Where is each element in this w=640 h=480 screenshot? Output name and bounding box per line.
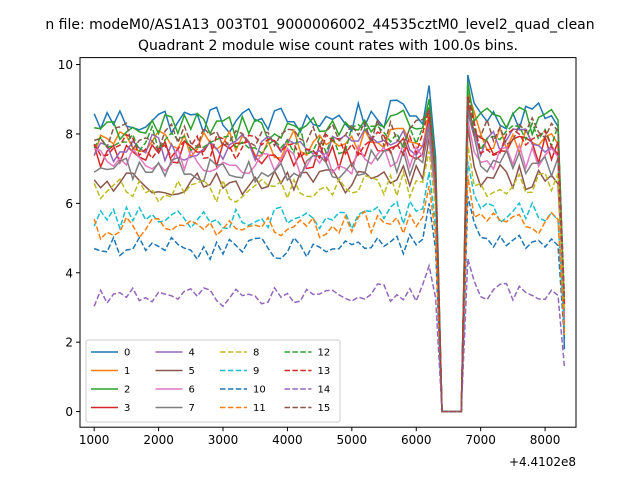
legend-label-15: 15 (318, 403, 331, 414)
plot-series (93, 74, 566, 413)
y-tick-label: 6 (65, 197, 73, 211)
x-tick-label: 2000 (143, 433, 174, 447)
series-line-2 (94, 81, 566, 413)
legend-box (85, 339, 341, 423)
legend-label-7: 7 (189, 403, 195, 414)
y-axis: 0 2 4 6 8 10 (58, 58, 80, 419)
plot-area-frame (79, 57, 577, 428)
chart-title: Quadrant 2 module wise count rates with … (138, 38, 518, 54)
x-tick-label: 3000 (208, 433, 239, 447)
series-line-11 (93, 175, 566, 413)
x-tick-label: 8000 (530, 433, 561, 447)
series-line-9 (93, 161, 566, 413)
series-line-10 (93, 196, 566, 413)
x-tick-label: 4000 (272, 433, 303, 447)
legend-label-2: 2 (124, 385, 130, 396)
x-tick-label: 6000 (401, 433, 432, 447)
legend-label-10: 10 (253, 385, 266, 396)
x-tick-label: 1000 (79, 433, 110, 447)
series-line-7 (93, 112, 566, 413)
figure-suptitle: n file: modeM0/AS1A13_003T01_9000006002_… (45, 17, 594, 33)
series-line-15 (93, 99, 566, 413)
x-offset-label: +4.4102e8 (509, 455, 576, 469)
legend-label-6: 6 (189, 385, 195, 396)
series-line-12 (93, 92, 566, 413)
legend-label-4: 4 (189, 348, 195, 359)
legend-label-8: 8 (253, 348, 259, 359)
x-axis: 1000 2000 3000 4000 5000 6000 7000 8000 (79, 427, 560, 447)
series-line-13 (93, 95, 566, 413)
legend-label-13: 13 (318, 366, 331, 377)
series-line-14 (93, 258, 566, 413)
legend-label-12: 12 (318, 348, 331, 359)
legend-label-14: 14 (318, 385, 331, 396)
legend-label-0: 0 (124, 348, 130, 359)
y-tick-label: 8 (65, 127, 73, 141)
y-tick-label: 4 (65, 266, 73, 280)
y-tick-label: 10 (58, 58, 73, 72)
y-tick-label: 0 (65, 405, 73, 419)
series-line-6 (93, 119, 566, 413)
legend-label-9: 9 (253, 366, 259, 377)
legend-label-1: 1 (124, 366, 130, 377)
y-tick-label: 2 (65, 336, 73, 350)
legend-label-3: 3 (124, 403, 130, 414)
legend-label-5: 5 (189, 366, 195, 377)
x-tick-label: 7000 (465, 433, 496, 447)
x-tick-label: 5000 (337, 433, 368, 447)
series-line-8 (93, 144, 566, 413)
series-line-0 (93, 74, 566, 413)
legend-label-11: 11 (253, 403, 266, 414)
